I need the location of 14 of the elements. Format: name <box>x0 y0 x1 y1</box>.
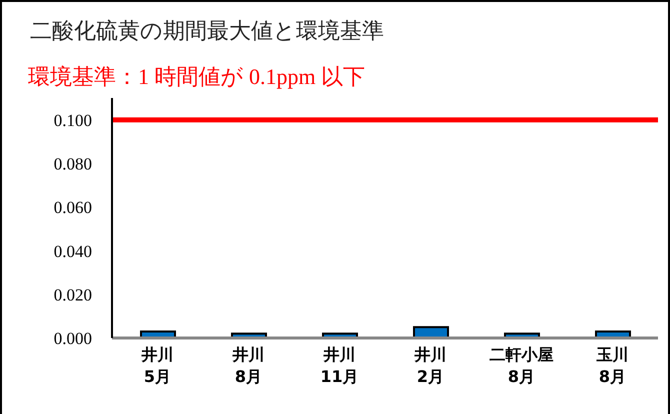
x-tick-label: 井川 5月 <box>140 345 174 386</box>
chart-title: 二酸化硫黄の期間最大値と環境基準 <box>30 17 384 45</box>
chart-subtitle: 環境基準：1 時間値が 0.1ppm 以下 <box>28 63 366 91</box>
y-tick-label: 0.100 <box>54 110 92 130</box>
y-tick-label: 0.060 <box>54 198 92 218</box>
y-tick-label: 0.020 <box>54 285 92 304</box>
y-tick-label: 0.080 <box>54 154 92 174</box>
x-tick-label: 玉川 8月 <box>596 345 628 386</box>
x-tick-label: 井川 8月 <box>232 345 264 386</box>
y-tick-label: 0.040 <box>54 242 92 261</box>
x-tick-label: 井川 11月 <box>320 345 359 386</box>
x-tick-label: 二軒小屋 8月 <box>490 345 554 386</box>
y-tick-label: 0.000 <box>54 329 92 348</box>
x-tick-label: 井川 2月 <box>414 345 446 386</box>
